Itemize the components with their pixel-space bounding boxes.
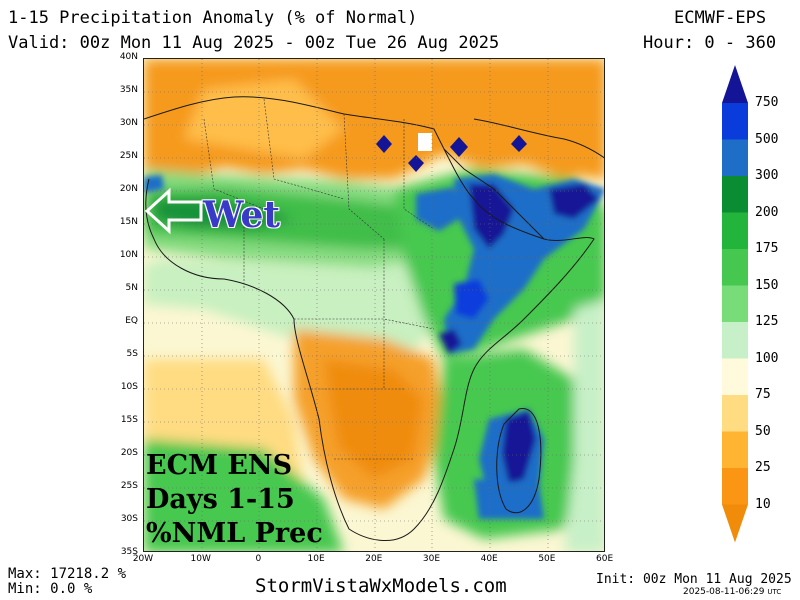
site-credit: StormVistaWxModels.com: [255, 575, 507, 597]
extreme-wet-kenya: [454, 279, 489, 319]
lon-tick-label: 0: [255, 554, 262, 564]
legend-label: 175: [755, 241, 779, 256]
extreme-wet-madagascar: [502, 411, 536, 484]
lat-tick-label: 40N: [119, 52, 138, 62]
overlay-line-3: %NML Prec: [146, 518, 323, 549]
indian-ocean-light: [564, 299, 604, 551]
lon-tick-label: 10E: [307, 554, 325, 564]
legend-label: 25: [755, 460, 771, 475]
lon-tick-label: 50E: [538, 554, 556, 564]
lat-tick-label: 20S: [120, 448, 138, 458]
coastlines: [144, 96, 604, 542]
lat-tick-label: 20N: [119, 184, 138, 194]
lon-tick-label: 20E: [365, 554, 383, 564]
legend-label: 200: [755, 204, 779, 220]
legend-swatch: [722, 176, 748, 213]
grid-lines: [144, 59, 604, 551]
extreme-wet-horn: [549, 184, 599, 219]
legend-label: 750: [755, 95, 779, 110]
lat-tick-label: 5S: [126, 349, 138, 359]
legend-label: 150: [755, 277, 779, 293]
wet-diamond-2: [408, 155, 424, 172]
lat-tick-label: 15S: [120, 415, 138, 425]
wet-diamond-1: [376, 135, 392, 153]
legend-swatch: [722, 395, 748, 432]
render-timestamp: 2025-08-11-06:29 UTC: [683, 587, 781, 597]
forecast-hours: Hour: 0 - 360: [643, 33, 777, 53]
legend-label: 75: [755, 387, 771, 402]
map-title: 1-15 Precipitation Anomaly (% of Normal): [8, 8, 418, 28]
map-canvas: [144, 59, 604, 551]
lat-tick-label: 5N: [125, 283, 138, 293]
legend-label: 125: [755, 314, 779, 329]
lon-tick-label: 60E: [596, 554, 614, 564]
wet-diamond-3: [450, 137, 468, 157]
wet-arrow-icon: [144, 187, 203, 235]
lat-tick-label: 35N: [119, 85, 138, 95]
lon-tick-label: 40E: [480, 554, 498, 564]
lat-tick-label: 10N: [119, 250, 138, 260]
country-borders: [203, 98, 435, 460]
dry-region-arabia: [484, 79, 604, 179]
legend-swatch: [722, 322, 748, 359]
wet-diamond-4: [511, 135, 527, 152]
legend-swatch: [722, 139, 748, 176]
heavy-wet-west-sahel: [416, 187, 462, 231]
timestamp-value: 2025-08-11-06:29: [683, 587, 765, 597]
model-name: ECMWF-EPS: [674, 8, 767, 28]
legend-swatch: [722, 103, 748, 140]
overlay-line-1: ECM ENS: [146, 450, 293, 481]
extreme-wet-ethiopia: [469, 184, 514, 249]
lon-tick-label: 10W: [190, 554, 211, 564]
min-value: Min: 0.0 %: [8, 581, 93, 597]
valid-period: Valid: 00z Mon 11 Aug 2025 - 00z Tue 26 …: [8, 33, 500, 53]
legend-swatch: [722, 285, 748, 322]
extreme-wet-lake-region: [439, 329, 462, 354]
lon-tick-label: 20W: [132, 554, 154, 564]
lat-tick-label: 25S: [120, 481, 138, 491]
overlay-line-2: Days 1-15: [146, 484, 295, 515]
legend-swatch: [722, 249, 748, 286]
lat-tick-label: 10S: [120, 382, 138, 392]
lat-tick-label: 30S: [120, 514, 138, 524]
central-africa-light-green: [144, 259, 444, 359]
init-time: Init: 00z Mon 11 Aug 2025: [596, 572, 792, 587]
wet-annotation: Wet: [203, 194, 281, 236]
legend-label: 10: [755, 496, 771, 512]
legend-swatch: [722, 468, 748, 505]
heavy-wet-mozambique-channel: [474, 479, 544, 519]
lon-tick-label: 30E: [422, 554, 441, 564]
legend-swatch: [722, 212, 748, 249]
lat-tick-label: 25N: [119, 151, 138, 161]
lat-tick-label: EQ: [125, 316, 138, 326]
legend-swatch: [722, 431, 748, 468]
color-legend: [722, 65, 748, 543]
dry-region-sahara-light: [184, 79, 344, 159]
legend-swatch: [722, 358, 748, 395]
max-value: Max: 17218.2 %: [8, 566, 127, 582]
lat-tick-label: 15N: [119, 217, 138, 227]
timezone-label: UTC: [767, 588, 782, 596]
legend-label: 50: [755, 423, 771, 439]
precip-anomaly-map: [143, 58, 605, 552]
legend-top-arrow: [722, 65, 748, 103]
legend-label: 100: [755, 350, 779, 366]
legend-label: 500: [755, 131, 779, 147]
lat-tick-label: 30N: [119, 118, 138, 128]
legend-bottom-arrow: [722, 504, 748, 543]
missing-data-patch: [418, 133, 432, 151]
wet-region-south-atlantic: [144, 439, 344, 551]
legend-label: 300: [755, 168, 779, 183]
lat-tick-label: 35S: [120, 547, 138, 557]
